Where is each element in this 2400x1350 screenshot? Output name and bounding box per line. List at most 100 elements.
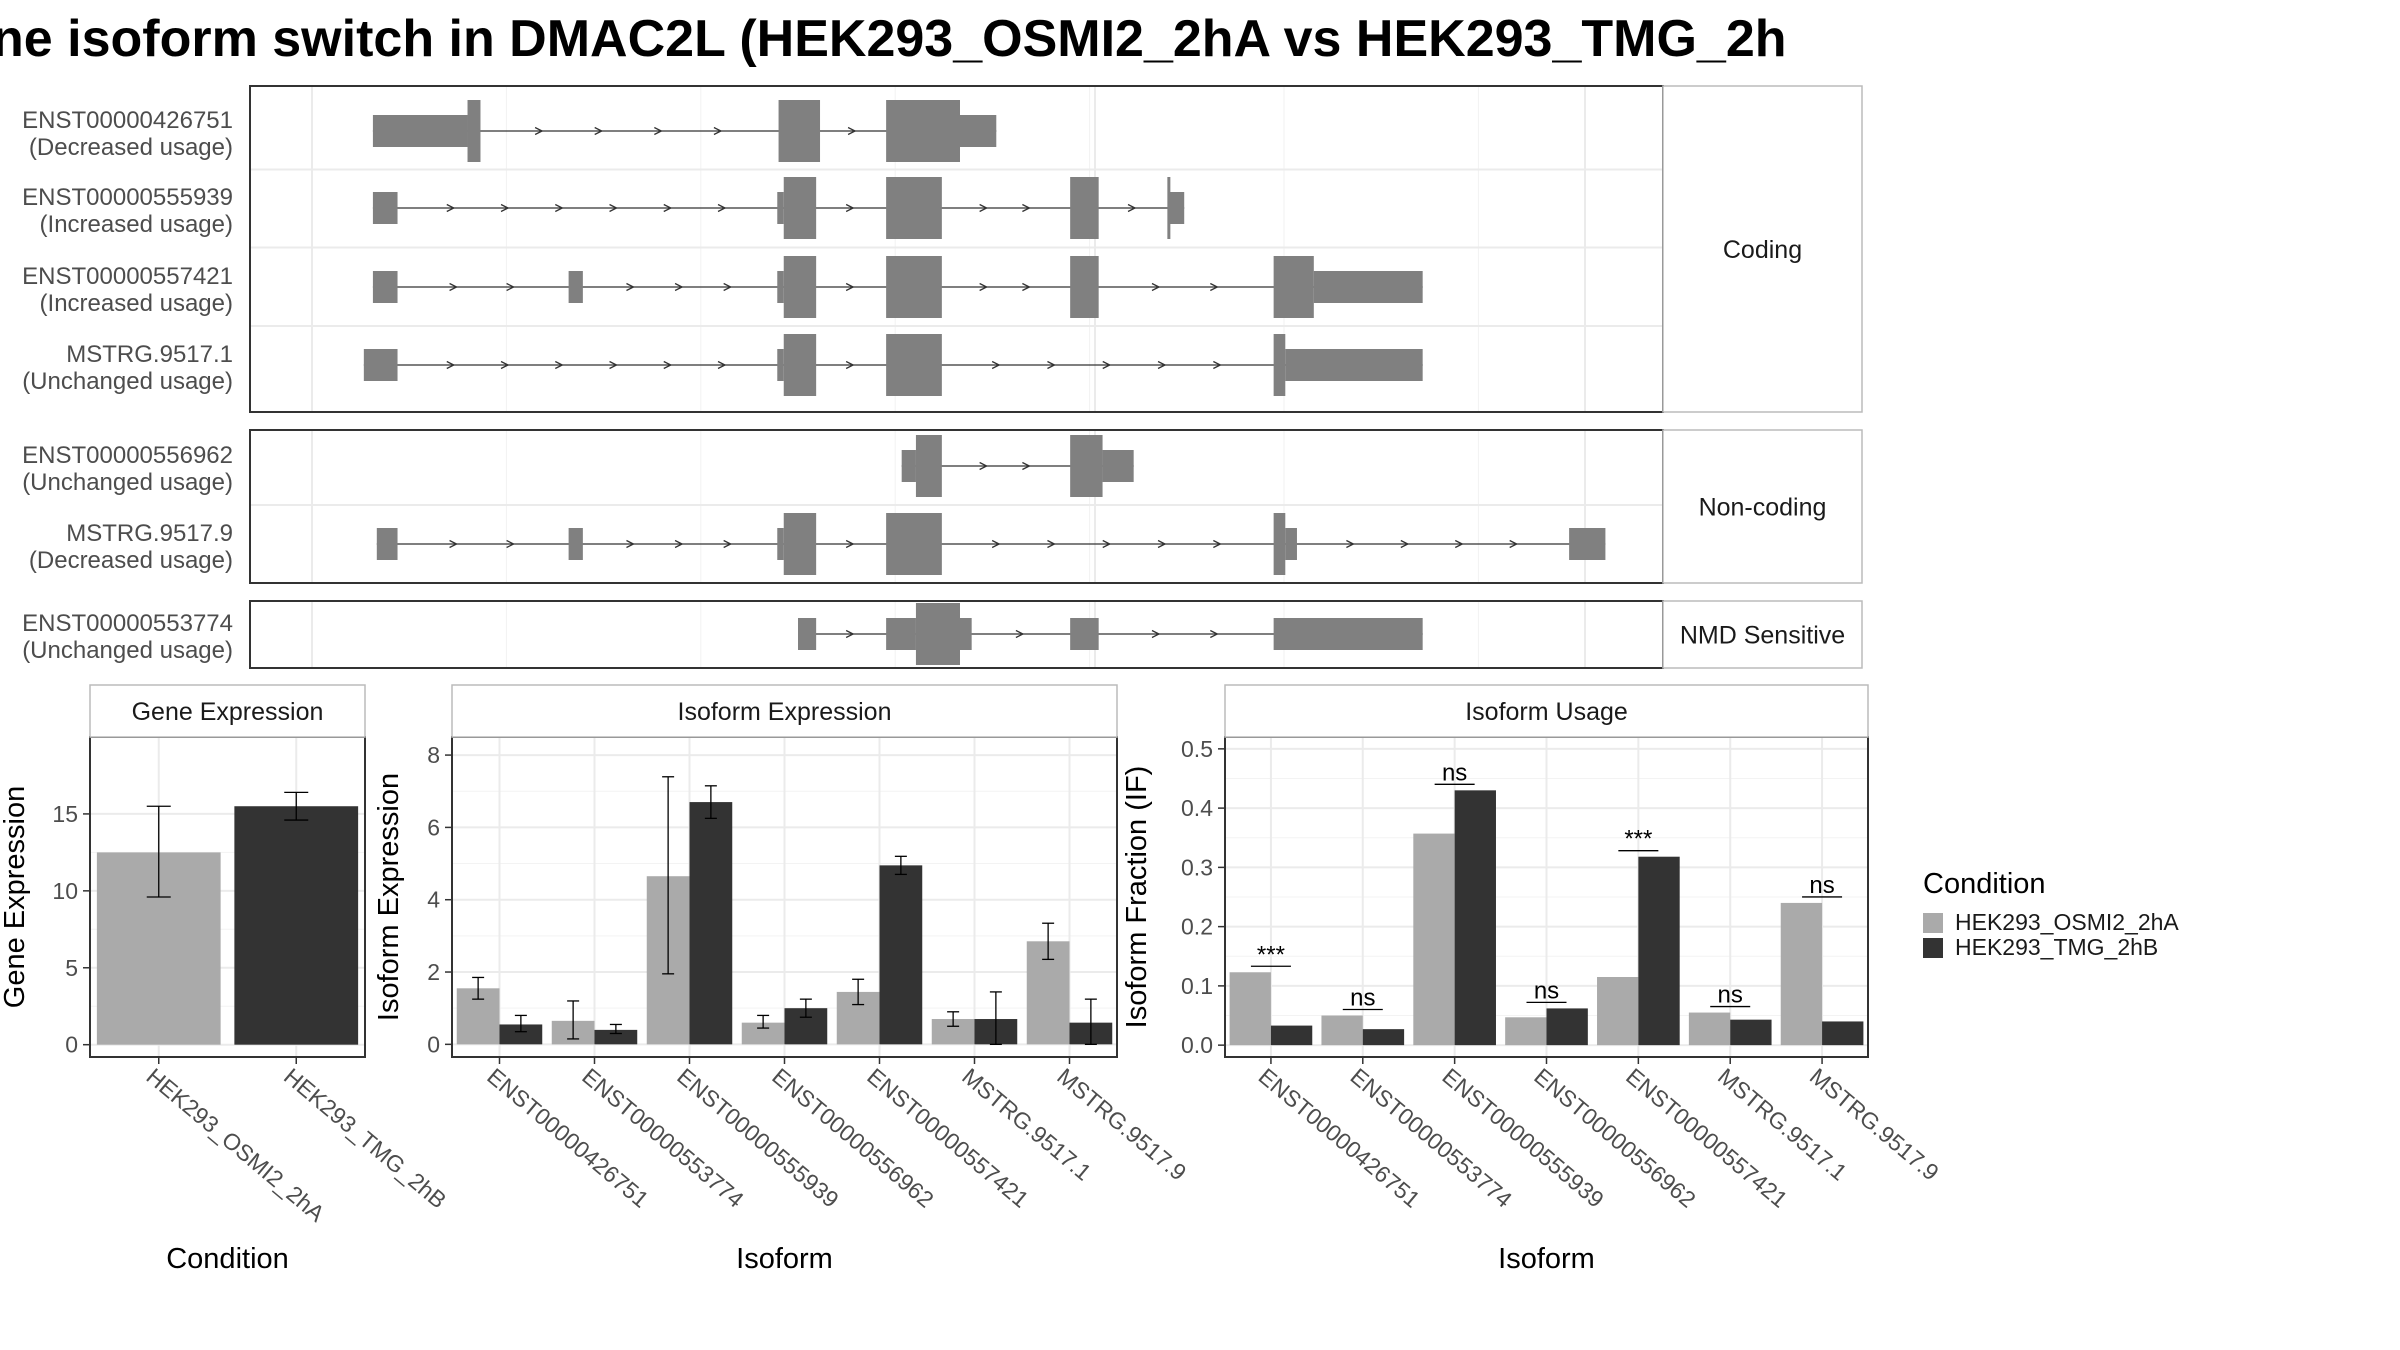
exon-block (1285, 528, 1297, 560)
intron-arrow (845, 282, 855, 292)
intron-arrow (1213, 539, 1222, 549)
x-axis-label: Isoform (736, 1243, 833, 1275)
isoform-id-label: MSTRG.9517.1 (66, 341, 233, 368)
exon-block (777, 192, 784, 224)
chart-title: Gene Expression (132, 698, 324, 726)
exon-block (568, 528, 583, 560)
exon-block (376, 528, 398, 560)
intron-arrow (1210, 282, 1219, 292)
chart-panel-2: *** ns ns ns *** ns ns Isoform Usage 0.0 0.1 0.2 0.… (1121, 684, 1944, 1275)
intron-arrow (446, 203, 456, 213)
y-axis-label: Gene Expression (0, 786, 31, 1008)
intron-arrow (554, 360, 564, 370)
intron-arrow (1015, 629, 1025, 639)
significance-label: ns (1718, 982, 1743, 1009)
chart-title: Isoform Usage (1465, 698, 1628, 726)
exon-block (783, 256, 817, 318)
isoform-usage-label: (Increased usage) (40, 290, 233, 317)
y-tick-label: 0.4 (1181, 795, 1213, 821)
bar-1 (594, 1029, 638, 1045)
isoform-usage-label: (Decreased usage) (29, 134, 233, 161)
y-tick-label: 6 (427, 814, 440, 840)
isoform-id-label: ENST00000426751 (22, 107, 233, 134)
significance-label: ns (1809, 872, 1834, 899)
isoform-id-label: ENST00000556962 (22, 442, 233, 469)
bar-1 (1362, 1029, 1405, 1046)
bar-1 (1270, 1025, 1313, 1046)
exon-block (1285, 349, 1423, 381)
isoform-usage-label: (Decreased usage) (29, 547, 233, 574)
legend-swatch-a (1923, 913, 1943, 933)
intron-arrow (979, 282, 989, 292)
bar-0 (1780, 902, 1823, 1046)
x-tick-label: ENST00000557421 (1621, 1063, 1793, 1213)
exon-block (777, 271, 784, 303)
intron-arrow (845, 629, 855, 639)
intron-arrow (723, 539, 733, 549)
exon-block (783, 177, 817, 239)
significance-label: *** (1257, 941, 1285, 968)
intron-arrow (506, 539, 516, 549)
bar-0 (1688, 1012, 1731, 1046)
intron-arrow (594, 126, 604, 136)
intron-arrow (845, 539, 855, 549)
bar-0 (1229, 972, 1271, 1046)
intron-arrow (1102, 360, 1112, 370)
x-tick-label: ENST00000555939 (1437, 1063, 1609, 1213)
structure-strip (1662, 429, 1863, 584)
legend-swatch-b (1923, 938, 1943, 958)
exon-block (1273, 618, 1423, 650)
y-tick-label: 15 (52, 801, 78, 827)
intron-arrow (449, 539, 459, 549)
structure-strip-label: NMD Sensitive (1680, 622, 1845, 650)
y-axis-label: Isoform Fraction (IF) (1121, 766, 1153, 1029)
exon-block (783, 513, 817, 575)
y-tick-label: 0.5 (1181, 736, 1213, 762)
intron-arrow (1454, 539, 1464, 549)
intron-arrow (717, 360, 727, 370)
exon-block (777, 349, 784, 381)
x-tick-label: ENST00000556962 (1529, 1063, 1701, 1213)
intron-arrow (554, 203, 564, 213)
intron-arrow (991, 539, 1001, 549)
isoform-id-label: MSTRG.9517.9 (66, 520, 233, 547)
x-tick-label: ENST00000553774 (1346, 1063, 1518, 1213)
bar-1 (499, 1024, 543, 1045)
intron-arrow (1127, 203, 1137, 213)
intron-arrow (500, 203, 510, 213)
intron-arrow (446, 360, 456, 370)
exon-block (1070, 177, 1099, 239)
exon-block (901, 450, 916, 482)
y-axis-label: Isoform Expression (373, 773, 405, 1021)
intron-arrow (723, 282, 733, 292)
intron-arrow (1151, 282, 1161, 292)
significance-label: ns (1534, 977, 1559, 1004)
y-tick-label: 5 (65, 955, 78, 981)
legend-label-a: HEK293_OSMI2_2hA (1955, 909, 2179, 935)
structure-section-1: Non-coding ENST00000556962(Unchanged usag… (22, 429, 1863, 584)
y-tick-label: 4 (427, 887, 440, 913)
intron-arrow (847, 126, 857, 136)
isoform-id-label: ENST00000553774 (22, 610, 233, 637)
bar (234, 806, 359, 1045)
bar-1 (689, 802, 733, 1045)
bar-0 (741, 1022, 785, 1045)
isoform-track: MSTRG.9517.1(Unchanged usage) (22, 334, 1423, 396)
x-tick-label: ENST00000557421 (862, 1063, 1034, 1213)
y-tick-label: 0.1 (1181, 973, 1213, 999)
isoform-track: ENST00000426751(Decreased usage) (22, 100, 997, 162)
intron-arrow (1400, 539, 1410, 549)
intron-arrow (717, 203, 727, 213)
exon-block (1070, 256, 1099, 318)
structure-panel-bg (250, 430, 1663, 583)
figure-title: ne isoform switch in DMAC2L (HEK293_OSMI… (0, 10, 1787, 68)
intron-arrow (979, 203, 989, 213)
isoform-id-label: ENST00000557421 (22, 263, 233, 290)
x-tick-label: ENST00000556962 (767, 1063, 939, 1213)
intron-arrow (609, 360, 618, 370)
intron-arrow (663, 360, 673, 370)
chart-title-strip (451, 684, 1118, 738)
intron-arrow (506, 282, 516, 292)
bar-1 (1822, 1021, 1864, 1046)
